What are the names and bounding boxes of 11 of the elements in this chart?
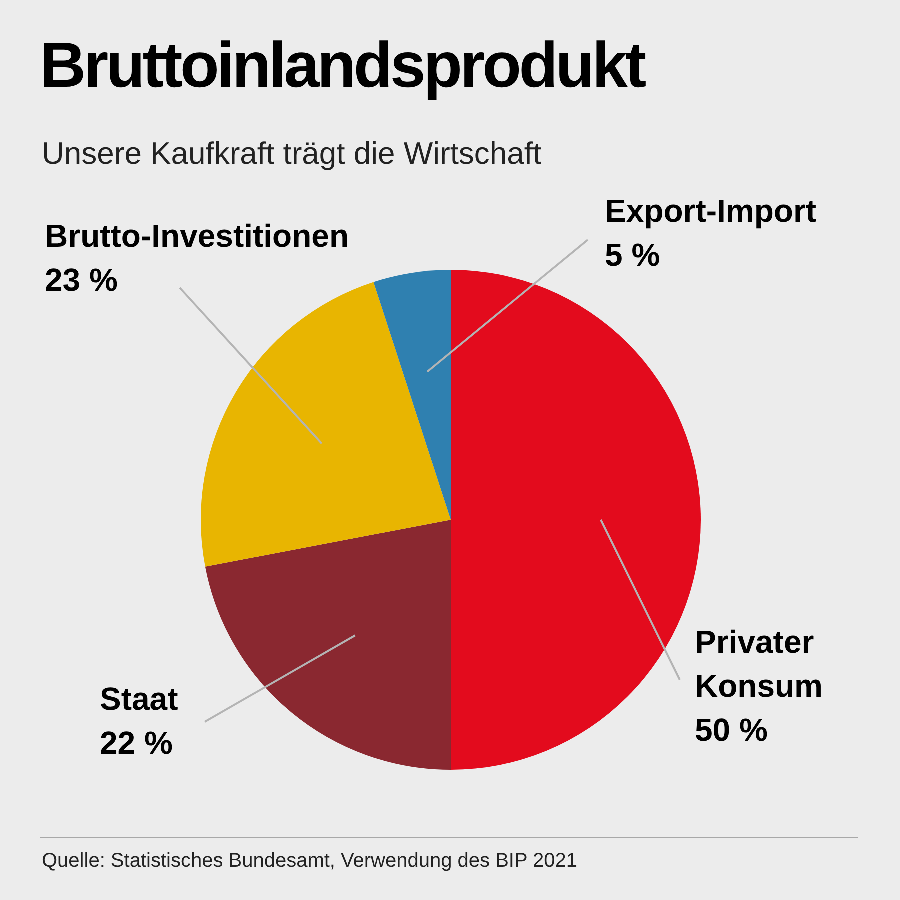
- source-note: Quelle: Statistisches Bundesamt, Verwendung des BIP 2021: [42, 850, 578, 873]
- data-label: 50 %: [695, 712, 768, 748]
- slice-label: Staat: [100, 680, 179, 717]
- data-label: 5 %: [605, 236, 660, 273]
- slice-label: Export-Import: [605, 192, 817, 229]
- slice-label: Privater Konsum: [695, 624, 823, 704]
- data-label: 23 %: [45, 262, 118, 298]
- data-label: 22 %: [100, 724, 173, 761]
- chart-subtitle: Unsere Kaufkraft trägt die Wirtschaft: [42, 136, 542, 172]
- chart-title: Bruttoinlandsprodukt: [40, 28, 644, 102]
- slice-label: Brutto-Investitionen: [45, 218, 349, 254]
